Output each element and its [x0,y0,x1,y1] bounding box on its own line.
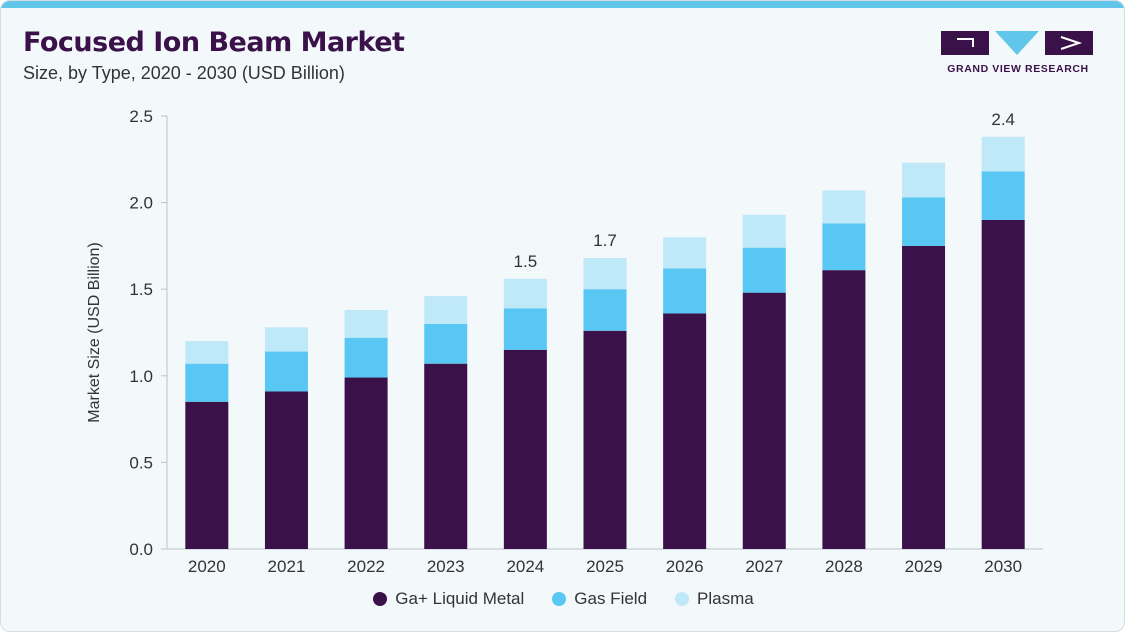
x-tick-label: 2030 [984,557,1022,576]
x-tick-label: 2027 [745,557,783,576]
y-tick-label: 0.5 [129,453,153,472]
bar-segment [663,313,707,549]
chart-subtitle: Size, by Type, 2020 - 2030 (USD Billion) [23,63,345,83]
y-axis-label: Market Size (USD Billion) [86,242,103,422]
logo-mark-icon [941,31,1093,55]
legend-label: Plasma [697,589,754,608]
bar-segment [902,197,946,246]
legend-swatch-icon [675,592,690,606]
y-tick-label: 1.5 [129,280,153,299]
accent-top-bar [1,1,1124,8]
bar-segment [663,268,707,314]
bar-segment [264,351,308,392]
legend-item: Ga+ Liquid Metal [373,589,524,609]
y-tick-label: 2.5 [129,107,153,126]
bar-segment [742,247,786,293]
bar-segment [583,330,627,549]
legend-item: Gas Field [552,589,647,609]
x-tick-label: 2025 [586,557,624,576]
legend-swatch-icon [373,592,388,606]
chart-legend: Ga+ Liquid Metal Gas Field Plasma [1,589,1124,609]
bar-segment [424,363,468,549]
legend-swatch-icon [552,592,567,606]
legend-label: Gas Field [574,589,648,608]
chart-title: Focused Ion Beam Market [23,27,405,58]
bar-segment [583,258,627,290]
bar-segment [503,278,547,309]
bar-segment [822,270,866,549]
y-tick-label: 1.0 [129,367,153,386]
data-label: 1.5 [514,252,538,271]
bar-segment [981,136,1025,172]
bar-segment [583,289,627,331]
bar-segment [742,214,786,248]
legend-label: Ga+ Liquid Metal [395,589,525,608]
x-tick-label: 2028 [825,557,863,576]
x-tick-label: 2021 [268,557,306,576]
bar-segment [344,309,388,338]
bar-segment [185,341,229,364]
stacked-bar-chart: 0.0 0.5 1.0 1.5 2.0 2.5 Market Size (USD Billi… [86,107,1043,576]
x-tick-label: 2026 [666,557,704,576]
bar-segment [663,237,707,269]
x-tick-label: 2022 [347,557,385,576]
bar-segment [185,363,229,402]
y-tick-label: 2.0 [129,194,153,213]
y-tick-label: 0.0 [129,540,153,559]
bar-segment [503,308,547,350]
x-tick-label: 2029 [905,557,943,576]
bar-segment [981,219,1025,550]
data-label: 2.4 [991,110,1015,129]
bar-segment [424,296,468,324]
bar-segment [981,171,1025,220]
bar-segment [344,337,388,378]
bar-segment [264,391,308,549]
bar-segment [902,245,946,549]
x-tick-label: 2024 [506,557,544,576]
bar-segment [185,401,229,549]
bar-segment [344,377,388,549]
bar-segment [902,162,946,198]
legend-item: Plasma [675,589,754,609]
x-tick-label: 2020 [188,557,226,576]
data-label: 1.7 [593,231,617,250]
bar-segment [264,327,308,352]
bar-segment [503,349,547,549]
bar-segment [742,292,786,549]
x-tick-label: 2023 [427,557,465,576]
logo-text: GRAND VIEW RESEARCH [947,63,1089,75]
bar-segment [822,223,866,271]
grand-view-research-logo: GRAND VIEW RESEARCH [939,29,1097,77]
bar-segment [424,323,468,364]
bar-segment [822,190,866,224]
